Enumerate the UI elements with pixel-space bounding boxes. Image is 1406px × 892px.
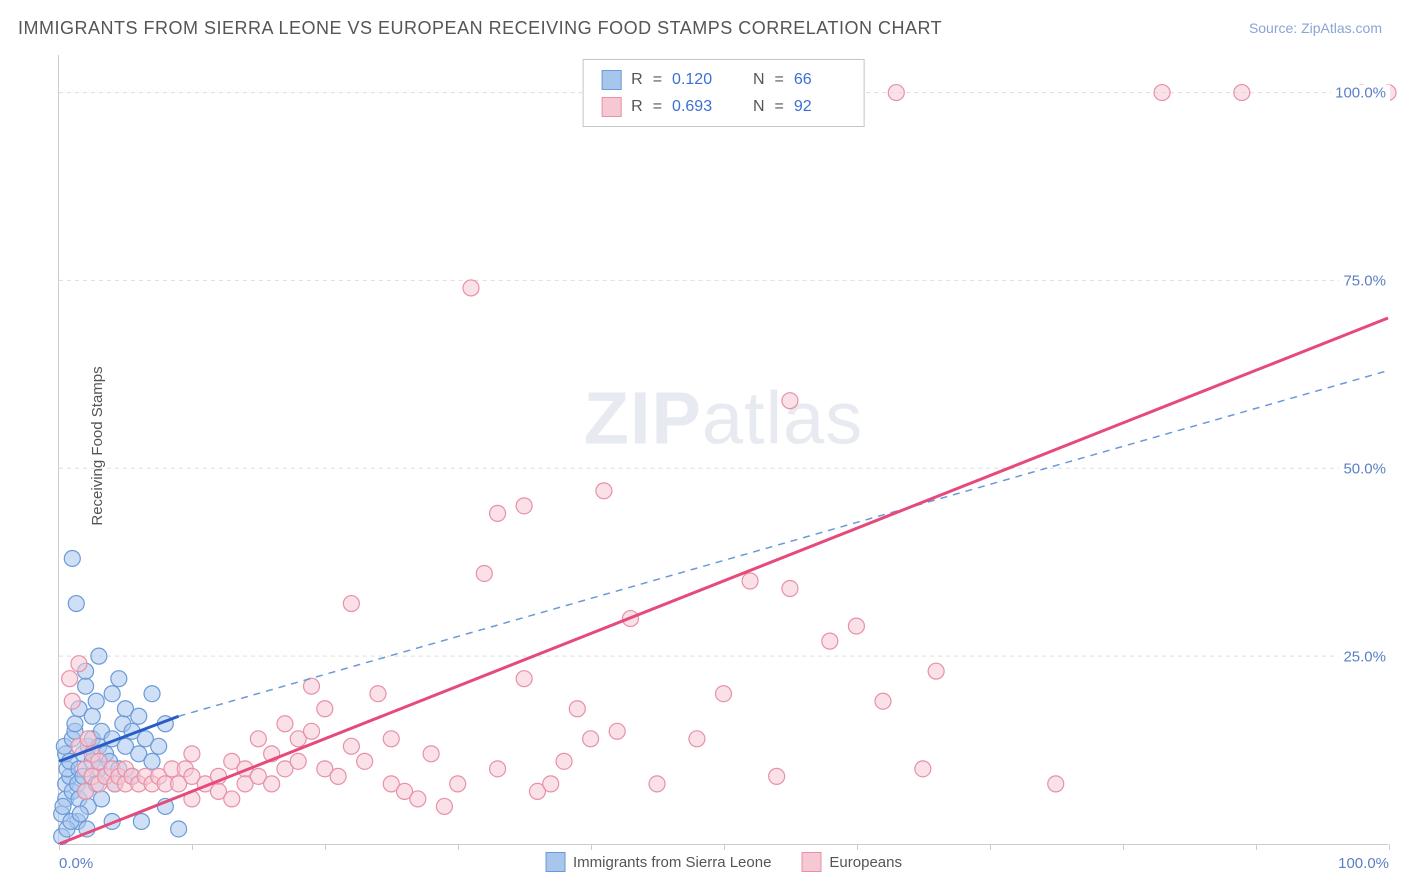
x-tick-mark [591, 844, 592, 850]
x-tick-mark [59, 844, 60, 850]
x-tick-mark [1256, 844, 1257, 850]
x-tick-mark [724, 844, 725, 850]
legend-item-series1: Immigrants from Sierra Leone [545, 852, 771, 872]
x-tick-mark [458, 844, 459, 850]
source-name: ZipAtlas.com [1301, 20, 1382, 36]
stat-N-label: N [753, 93, 765, 120]
y-tick-label: 100.0% [1331, 84, 1390, 101]
stat-R-label: R [631, 66, 643, 93]
legend-label-series2: Europeans [829, 854, 902, 871]
x-tick-mark [192, 844, 193, 850]
x-tick-mark [857, 844, 858, 850]
legend-item-series2: Europeans [801, 852, 902, 872]
stat-R-label: R [631, 93, 643, 120]
correlation-stats-box: R = 0.120 N = 66 R = 0.693 N = 92 [582, 59, 865, 127]
stats-row-series1: R = 0.120 N = 66 [601, 66, 846, 93]
x-tick-mark [1123, 844, 1124, 850]
source-attribution: Source: ZipAtlas.com [1249, 20, 1382, 36]
stat-R-series1: 0.120 [672, 66, 724, 93]
swatch-series1 [601, 70, 621, 90]
legend-bottom: Immigrants from Sierra Leone Europeans [545, 852, 902, 872]
stat-R-series2: 0.693 [672, 93, 724, 120]
stat-eq: = [653, 66, 662, 93]
x-tick-mark [990, 844, 991, 850]
stats-row-series2: R = 0.693 N = 92 [601, 93, 846, 120]
swatch-series2 [601, 97, 621, 117]
y-tick-label: 75.0% [1339, 272, 1390, 289]
legend-label-series1: Immigrants from Sierra Leone [573, 854, 771, 871]
y-tick-label: 50.0% [1339, 460, 1390, 477]
x-tick-mark [1389, 844, 1390, 850]
scatter-svg [59, 55, 1388, 844]
stat-eq: = [775, 66, 784, 93]
swatch-series1 [545, 852, 565, 872]
stat-N-label: N [753, 66, 765, 93]
stat-N-series1: 66 [794, 66, 846, 93]
swatch-series2 [801, 852, 821, 872]
chart-title: IMMIGRANTS FROM SIERRA LEONE VS EUROPEAN… [18, 18, 942, 39]
x-tick-label: 0.0% [59, 855, 93, 872]
x-tick-label: 100.0% [1338, 855, 1389, 872]
stat-eq: = [653, 93, 662, 120]
y-tick-label: 25.0% [1339, 648, 1390, 665]
source-label: Source: [1249, 20, 1301, 36]
stat-N-series2: 92 [794, 93, 846, 120]
x-tick-mark [325, 844, 326, 850]
chart-plot-area: ZIPatlas 25.0%50.0%75.0%100.0% 0.0%100.0… [58, 55, 1388, 845]
stat-eq: = [775, 93, 784, 120]
